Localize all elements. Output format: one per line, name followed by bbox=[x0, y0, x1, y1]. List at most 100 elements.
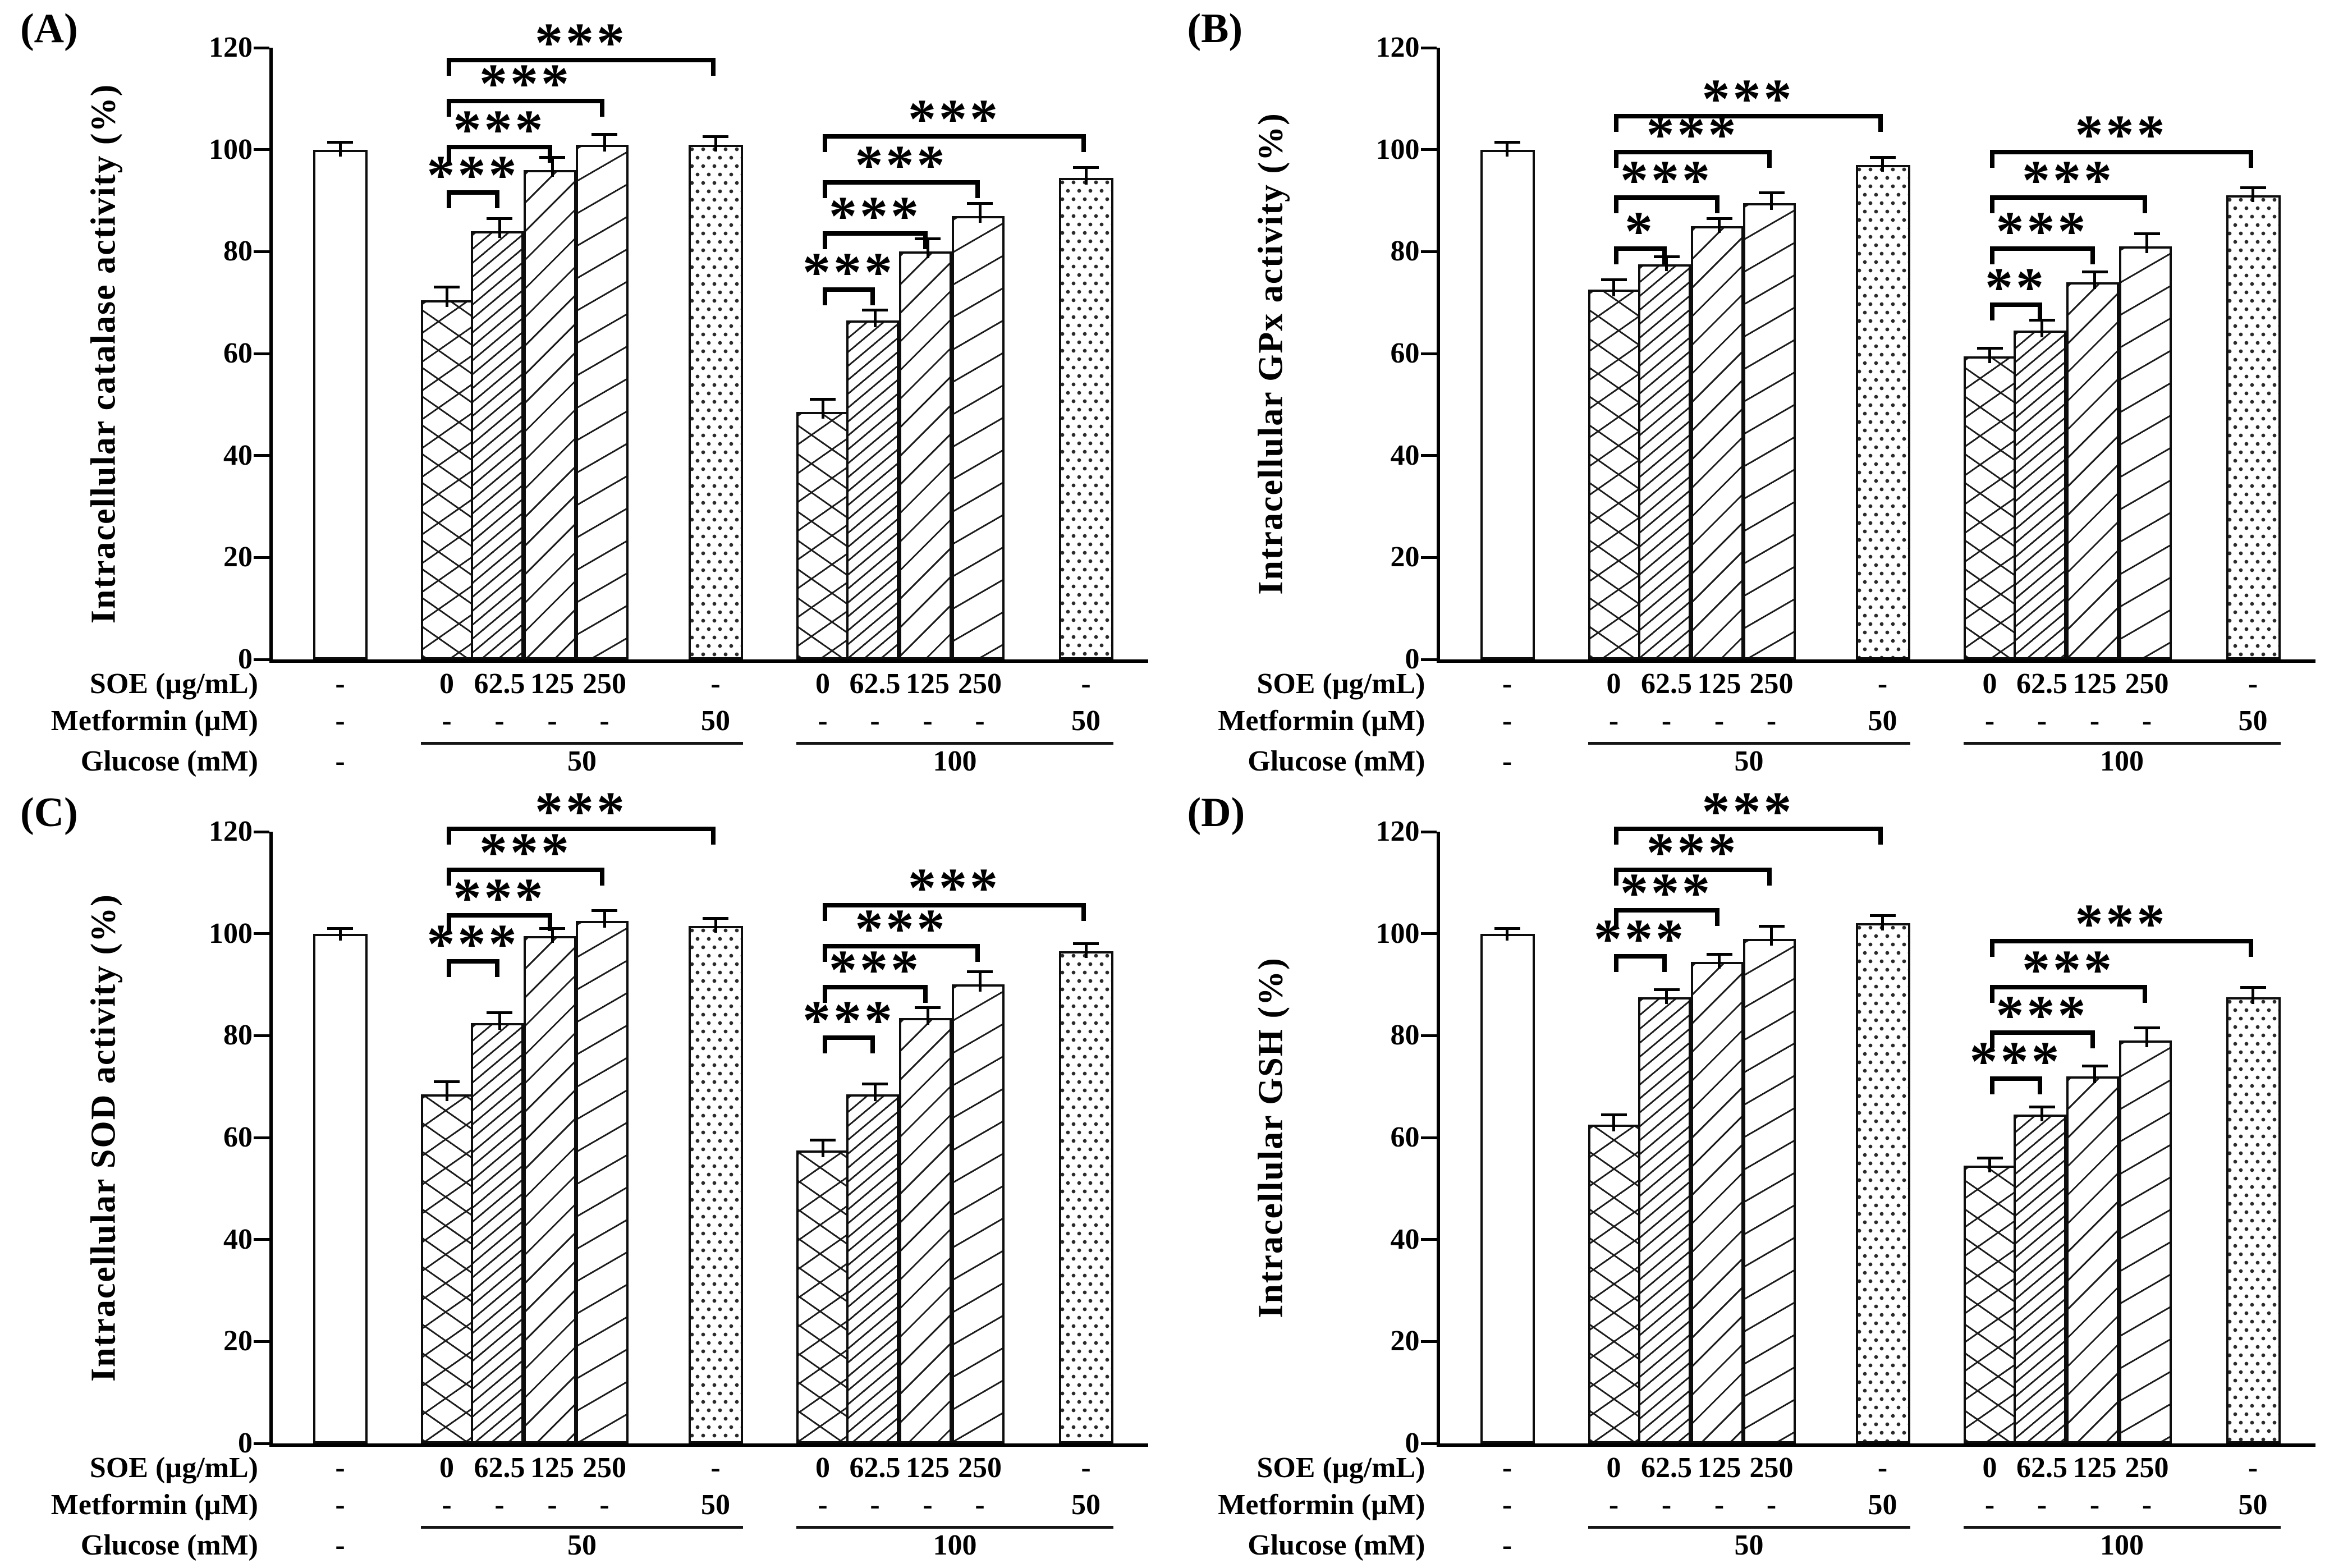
error-bar-cap bbox=[591, 132, 617, 136]
error-bar bbox=[2093, 1066, 2096, 1083]
error-bar bbox=[1770, 926, 1773, 946]
metformin-value: - bbox=[1766, 1489, 1777, 1521]
panel-letter: (C) bbox=[20, 790, 78, 836]
error-bar bbox=[714, 918, 717, 933]
significance-bracket: *** bbox=[823, 91, 1086, 153]
error-bar-cap bbox=[1601, 1113, 1627, 1116]
significance-stars: *** bbox=[535, 11, 627, 74]
error-bar bbox=[445, 1081, 448, 1101]
bar bbox=[1963, 356, 2016, 659]
error-bar-cap bbox=[810, 1139, 836, 1142]
y-axis-tick bbox=[254, 1034, 269, 1037]
glucose-group-line bbox=[421, 1526, 743, 1529]
significance-bracket: *** bbox=[1970, 1033, 2060, 1094]
glucose-value: - bbox=[335, 745, 345, 777]
significance-stars: *** bbox=[1969, 1030, 2062, 1092]
soe-value: 62.5 bbox=[2016, 668, 2067, 700]
metformin-value: 50 bbox=[2238, 705, 2268, 737]
error-bar bbox=[338, 928, 342, 941]
significance-stars: *** bbox=[1620, 149, 1713, 212]
y-axis-tick bbox=[1420, 1442, 1437, 1445]
significance-stars: *** bbox=[535, 780, 627, 842]
error-bar bbox=[1988, 348, 1991, 363]
significance-bracket: *** bbox=[1989, 987, 2095, 1049]
error-bar bbox=[1506, 142, 1508, 157]
error-bar-cap bbox=[487, 1011, 512, 1014]
panel-letter: (D) bbox=[1187, 790, 1245, 836]
significance-stars: *** bbox=[2075, 103, 2168, 166]
bar bbox=[796, 412, 849, 659]
significance-stars: *** bbox=[1646, 820, 1739, 883]
y-axis-tick bbox=[254, 1442, 269, 1445]
error-bar bbox=[338, 142, 342, 157]
soe-value: 250 bbox=[1749, 1452, 1794, 1484]
y-axis-tick bbox=[1420, 148, 1437, 152]
error-bar-cap bbox=[434, 1080, 460, 1083]
soe-value: 125 bbox=[1697, 668, 1741, 700]
error-bar bbox=[821, 399, 824, 419]
y-tick-label: 20 bbox=[223, 541, 253, 574]
y-axis-tick bbox=[1420, 658, 1437, 661]
soe-value: - bbox=[2248, 668, 2258, 700]
y-tick-label: 120 bbox=[1375, 31, 1420, 63]
bar bbox=[846, 320, 899, 659]
soe-value: 125 bbox=[906, 668, 950, 700]
y-axis-tick bbox=[254, 46, 269, 49]
soe-value: 62.5 bbox=[2016, 1452, 2067, 1484]
error-bar-cap bbox=[703, 135, 728, 139]
error-bar bbox=[1718, 218, 1721, 233]
metformin-value: 50 bbox=[1868, 1489, 1897, 1521]
y-axis-tick bbox=[254, 556, 269, 559]
error-bar bbox=[1665, 989, 1668, 1005]
soe-value: 125 bbox=[2072, 1452, 2117, 1484]
significance-bracket: *** bbox=[447, 15, 716, 76]
metformin-value: - bbox=[2037, 1489, 2047, 1521]
metformin-value: - bbox=[1608, 1489, 1619, 1521]
metformin-value: 50 bbox=[1071, 705, 1100, 737]
metformin-value: - bbox=[599, 1489, 609, 1521]
metformin-value: - bbox=[1502, 705, 1512, 737]
soe-value: - bbox=[1502, 1452, 1512, 1484]
error-bar bbox=[1665, 256, 1668, 272]
glucose-value: 100 bbox=[933, 745, 977, 777]
significance-stars: *** bbox=[803, 989, 895, 1052]
y-tick-label: 60 bbox=[1390, 1121, 1420, 1153]
error-bar-cap bbox=[2134, 232, 2160, 236]
y-tick-label: 40 bbox=[223, 1223, 253, 1255]
glucose-group-line bbox=[796, 742, 1113, 745]
bar bbox=[1638, 264, 1691, 659]
bar bbox=[2066, 1076, 2119, 1443]
soe-value: 62.5 bbox=[474, 668, 525, 700]
error-bar-cap bbox=[1977, 1156, 2003, 1159]
bar bbox=[2226, 997, 2281, 1443]
metformin-value: 50 bbox=[1071, 1489, 1100, 1521]
row-label-glucose: Glucose (mM) bbox=[80, 745, 258, 777]
metformin-value: - bbox=[2089, 705, 2100, 737]
bar bbox=[524, 170, 576, 659]
y-tick-label: 120 bbox=[209, 815, 253, 847]
error-bar-cap bbox=[2134, 1026, 2160, 1030]
panel-b: (B) Intracellular GPx activity (%) * *** *… bbox=[1167, 0, 2334, 784]
glucose-value: - bbox=[335, 1529, 345, 1561]
bar bbox=[1638, 997, 1691, 1443]
metformin-value: - bbox=[599, 705, 609, 737]
bar bbox=[313, 150, 368, 659]
significance-bracket: *** bbox=[823, 137, 980, 199]
error-bar-cap bbox=[1869, 155, 1896, 159]
y-tick-label: 120 bbox=[1375, 815, 1420, 847]
error-bar bbox=[926, 239, 929, 259]
y-axis-tick bbox=[1420, 250, 1437, 253]
error-bar-cap bbox=[2029, 319, 2055, 322]
significance-stars: *** bbox=[829, 938, 921, 1001]
significance-bracket: *** bbox=[447, 55, 604, 117]
metformin-value: - bbox=[547, 705, 557, 737]
significance-stars: *** bbox=[453, 98, 546, 161]
significance-bracket: *** bbox=[1989, 941, 2147, 1003]
error-bar-cap bbox=[1494, 927, 1520, 930]
soe-value: 0 bbox=[1606, 1452, 1621, 1484]
soe-value: 0 bbox=[815, 1452, 830, 1484]
metformin-value: - bbox=[1984, 1489, 1995, 1521]
y-tick-label: 40 bbox=[1390, 1223, 1420, 1255]
bar bbox=[796, 1150, 849, 1443]
significance-stars: *** bbox=[855, 134, 948, 196]
